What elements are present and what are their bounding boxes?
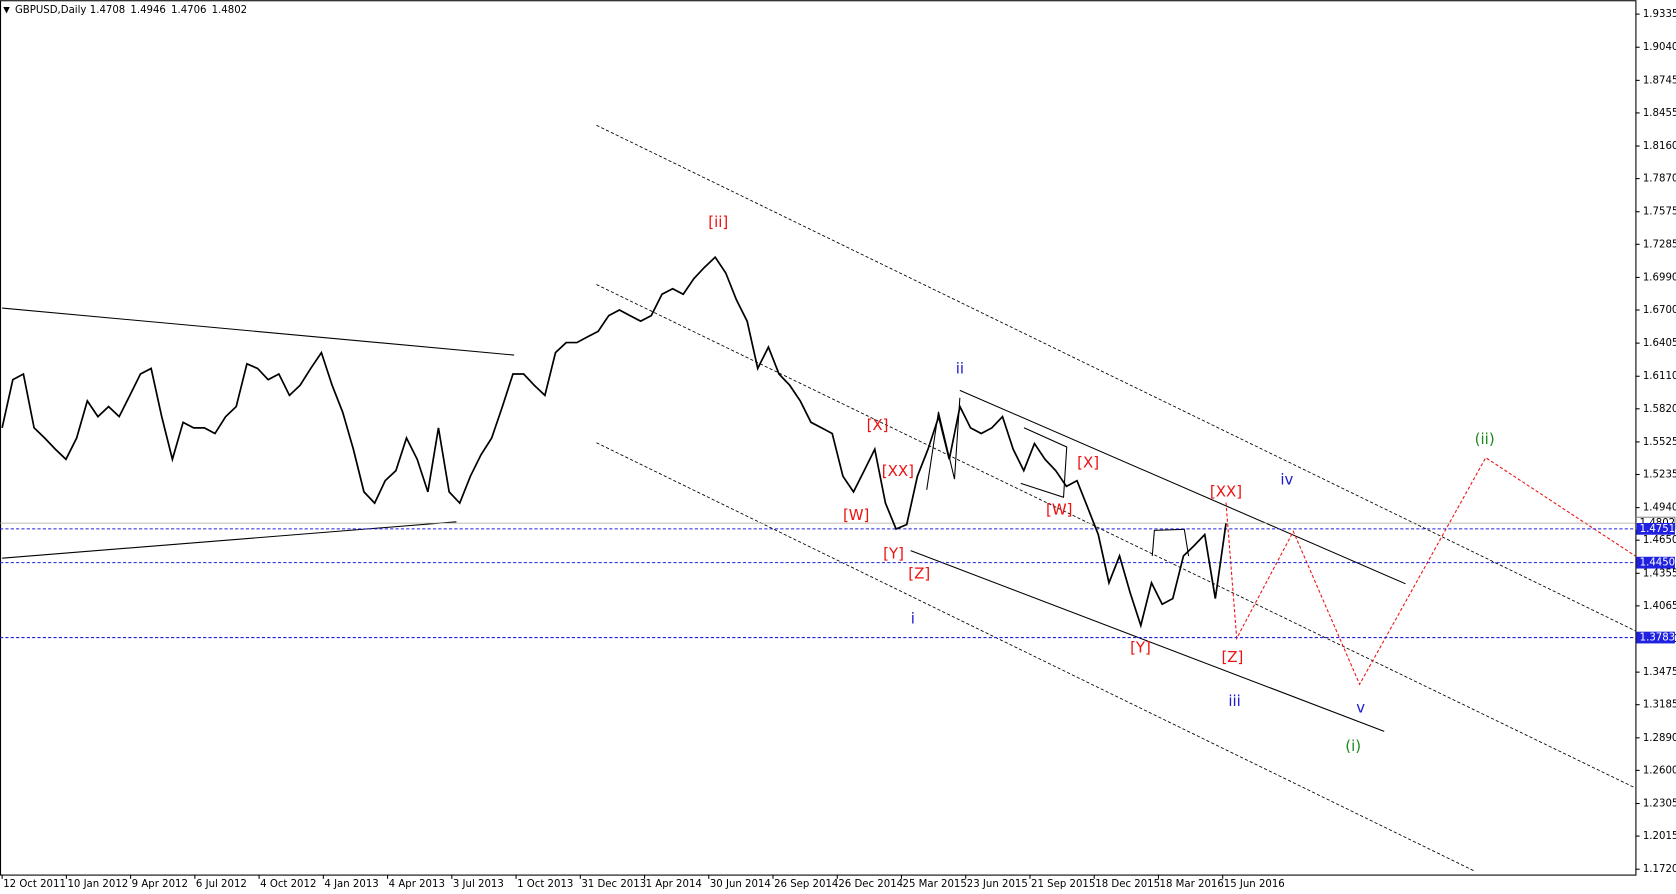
wave-label: [Z] <box>908 565 930 583</box>
wave-label: v <box>1356 698 1365 716</box>
wave-label: [XX] <box>882 462 914 480</box>
x-tick-label: 12 Oct 2011 <box>3 879 66 890</box>
level-label: 1.4450 <box>1640 558 1675 569</box>
y-tick-label: 1.7575 <box>1643 207 1676 218</box>
y-tick-label: 1.1720 <box>1643 864 1676 875</box>
y-tick-label: 1.4650 <box>1643 535 1676 546</box>
y-tick-label: 1.6990 <box>1643 272 1676 283</box>
x-tick-label: 1 Apr 2014 <box>646 879 702 890</box>
level-box <box>1636 522 1675 535</box>
x-tick-label: 6 Jul 2012 <box>196 879 247 890</box>
price-line <box>1 255 1227 629</box>
trendline <box>2 307 515 356</box>
drawings <box>2 124 1636 872</box>
channel-line <box>910 550 1385 732</box>
level-box <box>1636 631 1675 644</box>
y-tick-label: 1.2890 <box>1643 733 1676 744</box>
y-tick-label: 1.2305 <box>1643 799 1676 810</box>
x-tick-label: 21 Sep 2015 <box>1031 879 1095 890</box>
y-tick-label: 1.5820 <box>1643 404 1676 415</box>
ohlc-value: 1.4708 <box>90 5 125 16</box>
x-tick-label: 10 Jan 2012 <box>67 879 128 890</box>
wave-label: [X] <box>1077 454 1099 472</box>
x-tick-label: 30 Jun 2014 <box>710 879 771 890</box>
y-tick-label: 1.2015 <box>1643 831 1676 842</box>
wave-label: (i) <box>1345 737 1361 755</box>
y-tick-label: 1.3475 <box>1643 667 1676 678</box>
trendline <box>2 521 457 559</box>
wave-label: ii <box>956 359 964 377</box>
level-label: 1.4751 <box>1640 524 1675 535</box>
channel-line <box>959 389 1406 585</box>
plot-frame <box>0 0 1637 876</box>
y-tick-label: 1.8455 <box>1643 108 1676 119</box>
header-arrow: ▼ <box>3 5 10 15</box>
y-tick-label: 1.9040 <box>1643 42 1676 53</box>
y-tick-label: 1.9335 <box>1643 9 1676 20</box>
wave-label: [Z] <box>1221 648 1243 666</box>
y-tick-label: 1.4065 <box>1643 601 1676 612</box>
wave-label: [Y] <box>883 544 904 562</box>
wave-label: iii <box>1228 692 1240 710</box>
level-box <box>1636 556 1675 569</box>
x-tick-label: 4 Jan 2013 <box>324 879 378 890</box>
wave-label: [XX] <box>1210 482 1242 500</box>
wave-label: iv <box>1280 471 1293 489</box>
x-tick-label: 15 Jun 2016 <box>1224 879 1285 890</box>
x-tick-label: 18 Dec 2015 <box>1095 879 1160 890</box>
x-tick-label: 26 Dec 2014 <box>838 879 903 890</box>
y-tick-label: 1.4355 <box>1643 568 1676 579</box>
y-tick-label: 1.7870 <box>1643 174 1676 185</box>
x-tick-label: 1 Oct 2013 <box>517 879 573 890</box>
wave-label: i <box>911 610 915 628</box>
symbol: GBPUSD,Daily <box>15 5 86 16</box>
wave-line <box>1151 528 1190 557</box>
wave-label: [X] <box>867 416 889 434</box>
x-tick-label: 9 Apr 2012 <box>132 879 188 890</box>
y-tick-label: 1.8160 <box>1643 141 1676 152</box>
ohlc-value: 1.4706 <box>171 5 206 16</box>
y-tick-label: 1.6405 <box>1643 338 1676 349</box>
channel-line <box>596 124 1636 632</box>
x-tick-label: 3 Jul 2013 <box>453 879 504 890</box>
wave-label: (ii) <box>1475 430 1495 448</box>
y-tick-label: 1.2600 <box>1643 765 1676 776</box>
ohlc-value: 1.4802 <box>212 5 247 16</box>
wave-label: [W] <box>843 506 869 524</box>
y-tick-label: 1.7285 <box>1643 239 1676 250</box>
y-tick-label: 1.6110 <box>1643 371 1676 382</box>
x-tick-label: 23 Jun 2015 <box>967 879 1028 890</box>
projection-line <box>1225 456 1636 686</box>
x-tick-label: 31 Dec 2013 <box>581 879 646 890</box>
x-tick-label: 18 Mar 2016 <box>1160 879 1224 890</box>
wave-label: [Y] <box>1130 638 1151 656</box>
x-tick-label: 4 Apr 2013 <box>389 879 445 890</box>
wave-label: [W] <box>1046 501 1072 519</box>
x-tick-label: 4 Oct 2012 <box>260 879 316 890</box>
y-tick-label: 1.5525 <box>1643 437 1676 448</box>
x-tick-label: 26 Sep 2014 <box>774 879 838 890</box>
wave-label: [ii] <box>708 213 728 231</box>
y-tick-label: 1.3185 <box>1643 700 1676 711</box>
level-label: 1.3783 <box>1640 633 1675 644</box>
y-tick-label: 1.5235 <box>1643 470 1676 481</box>
x-tick-label: 25 Mar 2015 <box>903 879 967 890</box>
wave-line <box>1020 427 1068 498</box>
channel-line <box>596 442 1476 872</box>
ohlc-value: 1.4946 <box>130 5 165 16</box>
y-tick-label: 1.6700 <box>1643 305 1676 316</box>
y-tick-label: 1.8745 <box>1643 75 1676 86</box>
y-tick-label: 1.4940 <box>1643 503 1676 514</box>
channel-line <box>596 284 1636 789</box>
